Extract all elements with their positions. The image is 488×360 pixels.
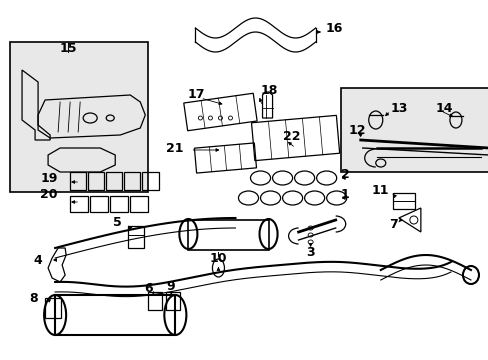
Bar	[392, 193, 414, 209]
Bar	[55, 295, 175, 335]
Text: 14: 14	[435, 102, 452, 114]
Text: 5: 5	[113, 216, 122, 229]
Text: 7: 7	[388, 219, 397, 231]
Bar	[10, 42, 148, 192]
Bar	[130, 196, 148, 212]
Text: 13: 13	[390, 102, 407, 114]
Bar	[110, 196, 128, 212]
Bar	[70, 196, 88, 212]
Text: 22: 22	[282, 130, 300, 143]
Text: 20: 20	[40, 188, 58, 201]
Text: 4: 4	[33, 253, 42, 266]
Text: 3: 3	[305, 246, 314, 258]
Bar	[340, 88, 488, 172]
Text: 9: 9	[166, 280, 174, 293]
Text: 19: 19	[40, 171, 57, 184]
Bar	[124, 172, 140, 190]
Text: 8: 8	[29, 292, 38, 305]
Bar	[106, 172, 122, 190]
Text: 17: 17	[187, 89, 205, 102]
Text: 10: 10	[209, 252, 227, 265]
Bar	[148, 292, 162, 310]
Text: 6: 6	[143, 282, 152, 294]
Text: 18: 18	[260, 84, 277, 96]
Bar	[188, 220, 268, 250]
Bar	[90, 196, 108, 212]
Text: 21: 21	[165, 141, 183, 154]
Bar	[88, 172, 104, 190]
Bar	[128, 226, 144, 248]
Bar	[142, 172, 158, 190]
Text: 11: 11	[370, 184, 388, 197]
Text: 2: 2	[340, 167, 349, 180]
Bar	[70, 172, 86, 190]
Text: 16: 16	[325, 22, 343, 35]
Bar	[166, 292, 180, 310]
Text: 15: 15	[59, 41, 77, 54]
Text: 12: 12	[348, 123, 366, 136]
Text: 1: 1	[340, 189, 349, 202]
Bar	[45, 298, 61, 318]
